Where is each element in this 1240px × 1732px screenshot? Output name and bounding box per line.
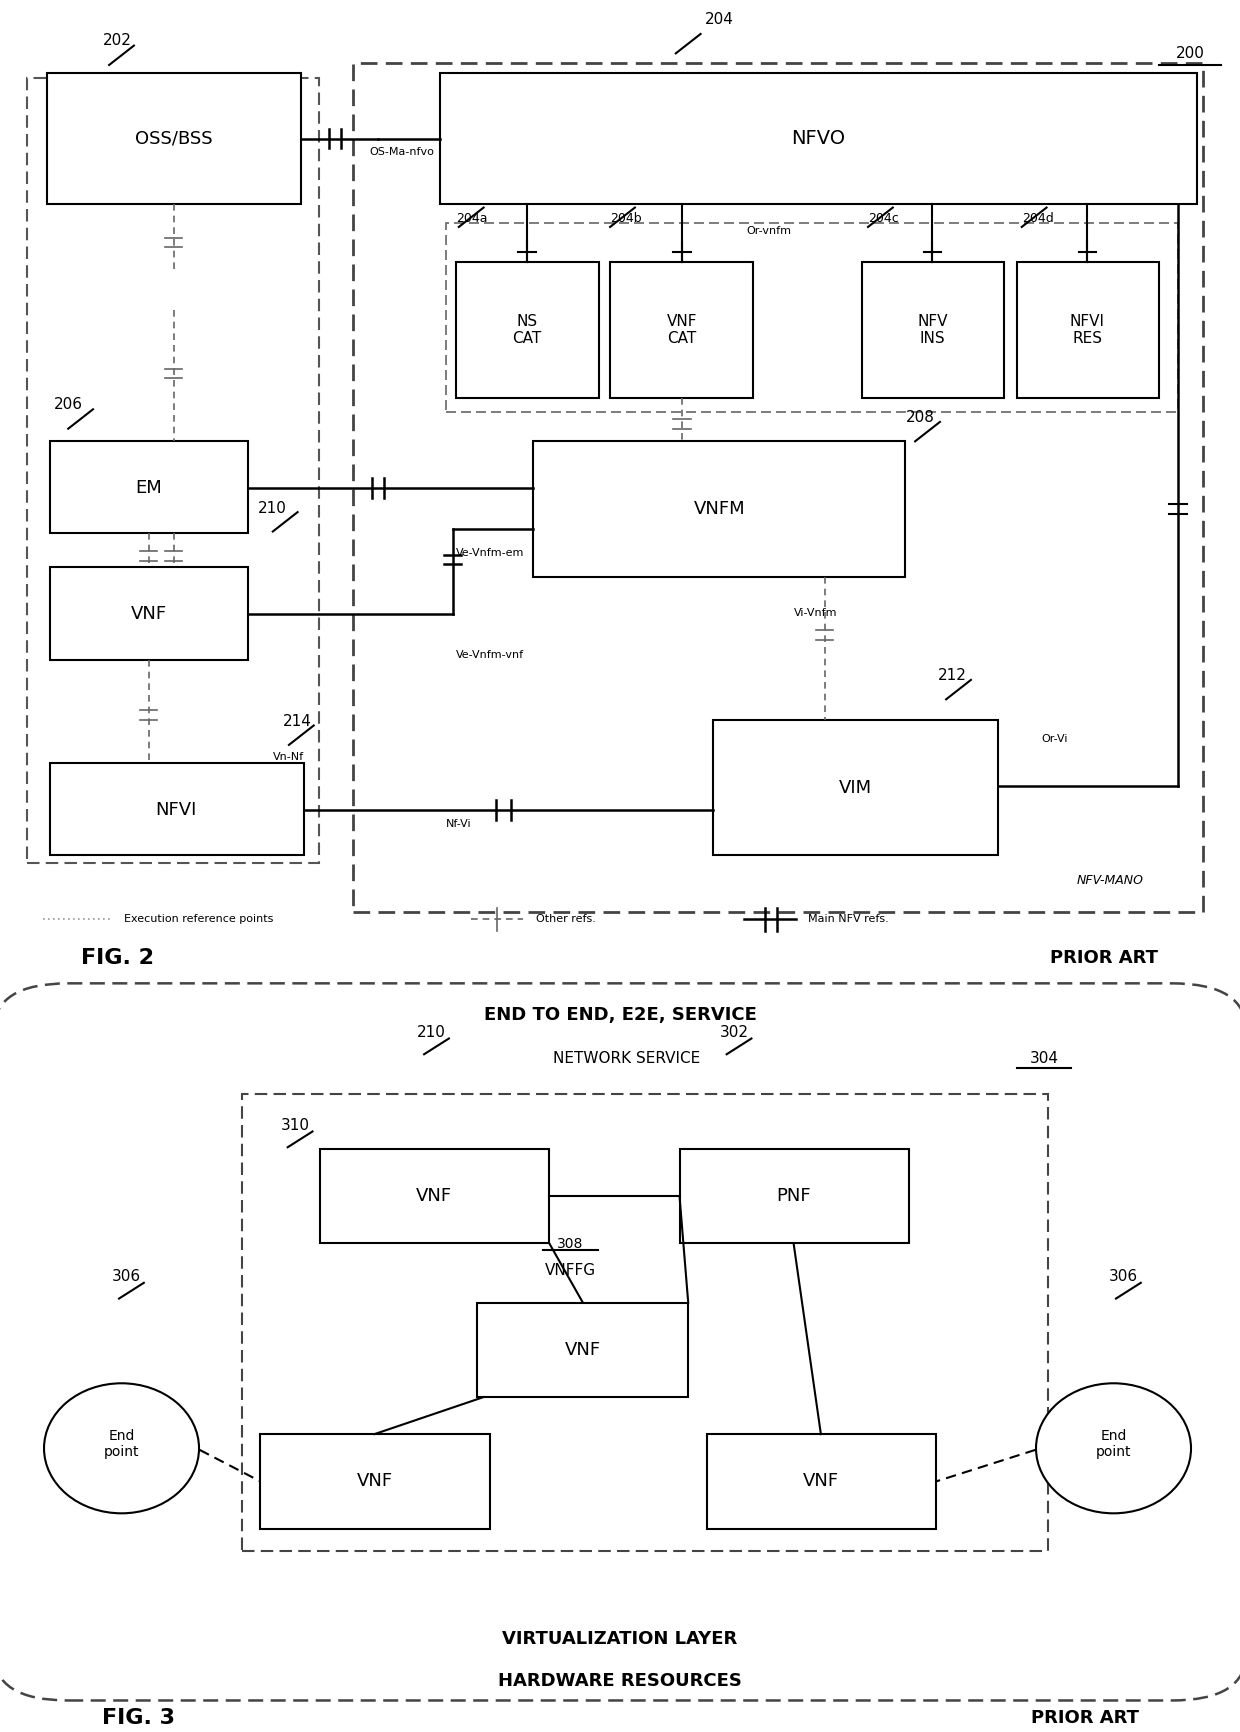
Text: VNF: VNF (356, 1472, 393, 1491)
Text: OS-Ma-nfvo: OS-Ma-nfvo (370, 147, 434, 158)
Text: VNF: VNF (415, 1186, 453, 1205)
Text: 204a: 204a (456, 211, 487, 225)
Text: Ve-Vnfm-em: Ve-Vnfm-em (456, 547, 525, 558)
Text: 302: 302 (719, 1025, 749, 1041)
FancyBboxPatch shape (713, 721, 998, 856)
Text: Nf-Vi: Nf-Vi (446, 819, 471, 830)
Text: 200: 200 (1176, 45, 1205, 61)
FancyBboxPatch shape (680, 1148, 909, 1244)
Text: 206: 206 (53, 397, 83, 412)
Text: EM: EM (135, 478, 162, 497)
Text: End
point: End point (104, 1429, 139, 1460)
FancyBboxPatch shape (50, 442, 248, 533)
FancyBboxPatch shape (353, 62, 1203, 911)
Text: VIRTUALIZATION LAYER: VIRTUALIZATION LAYER (502, 1630, 738, 1649)
Text: 212: 212 (937, 669, 967, 682)
Text: VNF
CAT: VNF CAT (667, 313, 697, 346)
FancyBboxPatch shape (707, 1434, 936, 1529)
FancyBboxPatch shape (260, 1434, 490, 1529)
Text: VNF: VNF (564, 1341, 601, 1360)
Text: 308: 308 (557, 1237, 584, 1251)
Text: End
point: End point (1096, 1429, 1131, 1460)
Text: Or-vnfm: Or-vnfm (746, 225, 791, 236)
Text: Ve-Vnfm-vnf: Ve-Vnfm-vnf (456, 650, 525, 660)
Text: VNFFG: VNFFG (544, 1263, 596, 1278)
Text: 310: 310 (280, 1119, 310, 1133)
Text: VIM: VIM (839, 779, 872, 797)
Text: NETWORK SERVICE: NETWORK SERVICE (553, 1051, 699, 1065)
Text: Vn-Nf: Vn-Nf (273, 752, 304, 762)
Text: NFVI: NFVI (155, 800, 197, 819)
Text: VNF: VNF (130, 604, 167, 624)
Text: NFVI
RES: NFVI RES (1070, 313, 1105, 346)
Text: NFV-MANO: NFV-MANO (1076, 875, 1143, 887)
FancyBboxPatch shape (533, 442, 905, 577)
Text: Or-Vi: Or-Vi (1042, 734, 1068, 745)
Text: Main NFV refs.: Main NFV refs. (808, 914, 889, 925)
Text: 204b: 204b (610, 211, 642, 225)
Text: HARDWARE RESOURCES: HARDWARE RESOURCES (498, 1671, 742, 1690)
Text: 306: 306 (112, 1270, 141, 1285)
Text: VNFM: VNFM (693, 501, 745, 518)
FancyBboxPatch shape (440, 73, 1197, 204)
FancyBboxPatch shape (456, 262, 599, 398)
Text: 204c: 204c (868, 211, 899, 225)
Text: 306: 306 (1109, 1270, 1138, 1285)
Text: OSS/BSS: OSS/BSS (135, 130, 212, 147)
Text: PRIOR ART: PRIOR ART (1049, 949, 1158, 966)
FancyBboxPatch shape (320, 1148, 549, 1244)
FancyBboxPatch shape (862, 262, 1004, 398)
Text: NS
CAT: NS CAT (512, 313, 542, 346)
FancyBboxPatch shape (446, 223, 1178, 412)
FancyBboxPatch shape (27, 78, 319, 863)
FancyBboxPatch shape (610, 262, 753, 398)
Text: 304: 304 (1029, 1051, 1059, 1065)
FancyBboxPatch shape (0, 984, 1240, 1701)
Text: Execution reference points: Execution reference points (124, 914, 273, 925)
Text: 210: 210 (417, 1025, 446, 1041)
Ellipse shape (1037, 1384, 1190, 1514)
Text: PNF: PNF (776, 1186, 811, 1205)
Text: FIG. 2: FIG. 2 (81, 949, 154, 968)
Text: 208: 208 (905, 410, 935, 424)
FancyBboxPatch shape (477, 1302, 688, 1398)
FancyBboxPatch shape (47, 73, 301, 204)
Text: 202: 202 (103, 33, 133, 48)
FancyBboxPatch shape (50, 568, 248, 660)
Text: END TO END, E2E, SERVICE: END TO END, E2E, SERVICE (484, 1006, 756, 1024)
FancyBboxPatch shape (50, 764, 304, 856)
Text: 204: 204 (704, 12, 734, 28)
Text: Vi-Vnfm: Vi-Vnfm (794, 608, 837, 618)
Text: FIG. 3: FIG. 3 (102, 1708, 175, 1729)
Text: PRIOR ART: PRIOR ART (1030, 1709, 1140, 1727)
FancyBboxPatch shape (1017, 262, 1159, 398)
Text: Other refs.: Other refs. (536, 914, 595, 925)
FancyBboxPatch shape (242, 1093, 1048, 1550)
Text: 210: 210 (258, 501, 288, 516)
Text: NFV
INS: NFV INS (918, 313, 947, 346)
Ellipse shape (45, 1384, 198, 1514)
Text: VNF: VNF (802, 1472, 839, 1491)
Text: 204d: 204d (1022, 211, 1054, 225)
Text: 214: 214 (283, 714, 312, 729)
Text: NFVO: NFVO (791, 130, 846, 149)
